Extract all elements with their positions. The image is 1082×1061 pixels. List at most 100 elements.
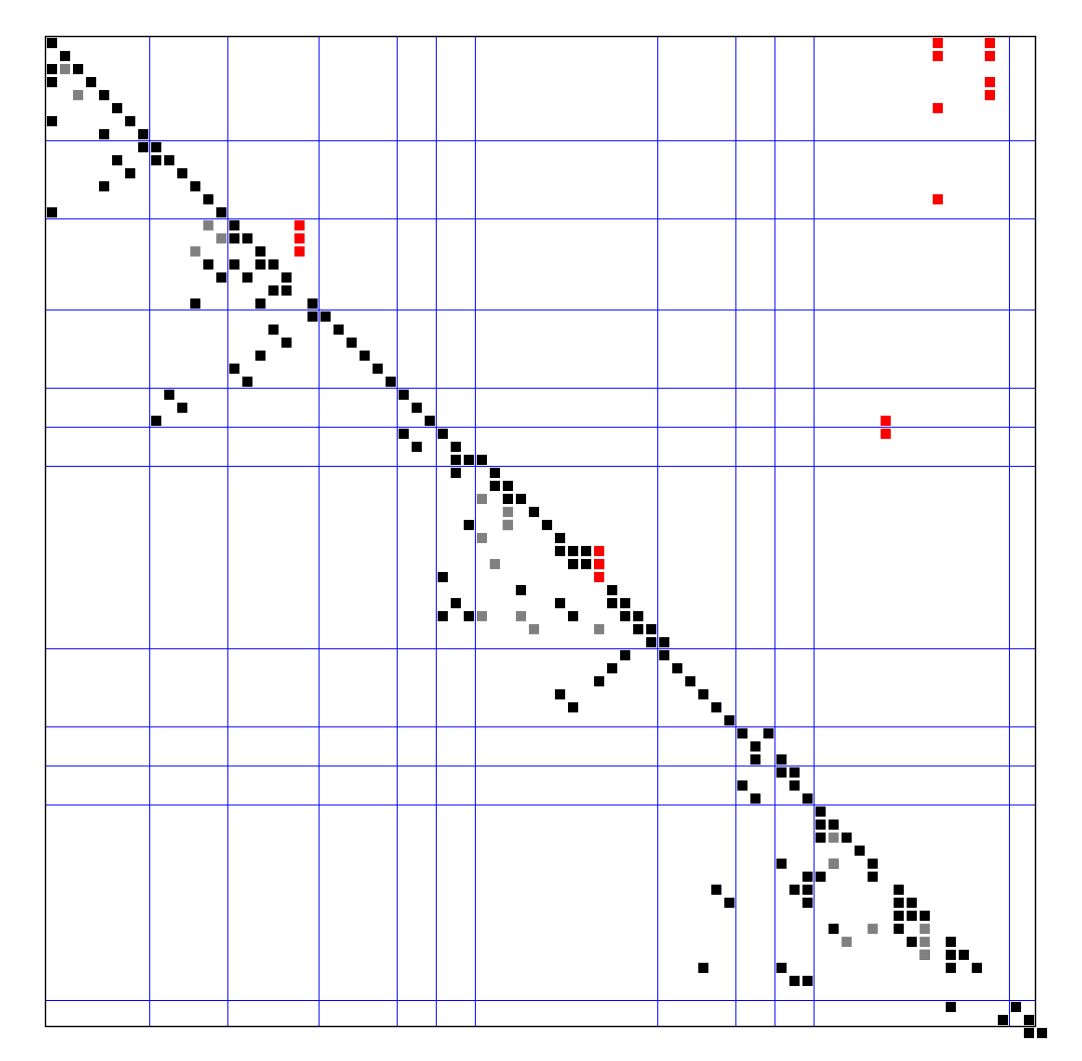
red-cell [294,246,305,257]
nonzero-cell [802,793,813,804]
nonzero-cell [151,415,162,426]
nonzero-cell [906,897,917,908]
nonzero-cell [750,793,761,804]
gray-cell [72,90,84,101]
nonzero-cell [789,780,800,791]
gray-cell [828,858,839,869]
red-cell [594,558,605,570]
nonzero-cell [971,962,982,973]
gray-cell [528,624,540,635]
nonzero-cell [281,285,292,296]
nonzero-cell [581,545,592,557]
nonzero-cell [685,676,696,687]
nonzero-cell [567,545,579,557]
nonzero-cell [372,363,383,374]
gray-cell [828,832,839,843]
red-cell [932,194,943,205]
nonzero-cell [893,910,904,921]
nonzero-cell [567,702,579,713]
nonzero-cell [776,962,787,973]
red-cell [984,37,995,49]
nonzero-cell [112,155,123,166]
nonzero-cell [515,493,527,505]
nonzero-cell [828,819,839,830]
nonzero-cell [711,702,722,713]
gray-cell [919,923,930,934]
nonzero-cell [229,363,240,374]
nonzero-cell [854,845,865,856]
gray-cell [489,558,500,570]
nonzero-cell [828,923,839,934]
nonzero-cell [424,415,435,426]
nonzero-cell [554,545,566,557]
nonzero-cell [698,689,709,700]
nonzero-cell [138,129,149,140]
nonzero-cell [242,272,253,283]
nonzero-cell [763,728,774,739]
nonzero-cell [646,624,657,635]
nonzero-cell [255,350,266,361]
nonzero-cell [255,259,266,270]
nonzero-cell [99,181,110,192]
nonzero-cell [216,272,227,283]
nonzero-cell [893,884,904,895]
nonzero-cell [463,611,474,622]
nonzero-cell [450,598,461,609]
nonzero-cell [177,402,188,413]
gray-cell [867,923,878,934]
gray-cell [476,532,487,544]
nonzero-cell [46,77,58,88]
nonzero-cell [320,311,331,322]
nonzero-cell [190,298,201,309]
nonzero-cell [398,428,409,439]
nonzero-cell [672,663,683,674]
nonzero-cell [789,767,800,778]
nonzero-cell [541,519,553,531]
nonzero-cell [958,949,969,960]
nonzero-cell [633,611,644,622]
nonzero-cell [515,585,527,596]
gray-cell [203,220,214,231]
nonzero-cell [1023,1027,1035,1039]
red-cell [880,415,891,426]
nonzero-cell [437,611,448,622]
nonzero-cell [450,467,461,478]
nonzero-cell [620,598,631,609]
nonzero-cell [659,650,670,661]
nonzero-cell [359,350,370,361]
gray-cell [502,506,514,518]
nonzero-cell [46,116,58,127]
nonzero-cell [99,90,110,101]
nonzero-cell [750,741,761,752]
red-cell [594,572,605,583]
nonzero-cell [867,858,878,869]
nonzero-cell [177,168,188,179]
red-cell [594,545,605,557]
nonzero-cell [463,519,474,531]
nonzero-cell [216,207,227,218]
plot-frame [44,35,1037,1028]
nonzero-cell [502,493,514,505]
nonzero-cell [893,923,904,934]
nonzero-cell [945,949,956,960]
nonzero-cell [620,611,631,622]
nonzero-cell [281,337,292,348]
nonzero-cell [151,155,162,166]
nonzero-cell [724,715,735,726]
nonzero-cell [72,63,84,75]
nonzero-cell [489,467,500,478]
nonzero-cell [594,676,605,687]
nonzero-cell [815,819,826,830]
red-cell [294,220,305,231]
nonzero-cell [802,871,813,882]
red-cell [932,37,943,49]
nonzero-cell [698,962,709,973]
nonzero-cell [164,389,175,400]
nonzero-cell [476,454,487,465]
nonzero-cell [646,637,657,648]
nonzero-cell [945,1001,956,1013]
nonzero-cell [997,1014,1009,1026]
nonzero-cell [255,298,266,309]
block-grid-lines [45,36,1036,1027]
